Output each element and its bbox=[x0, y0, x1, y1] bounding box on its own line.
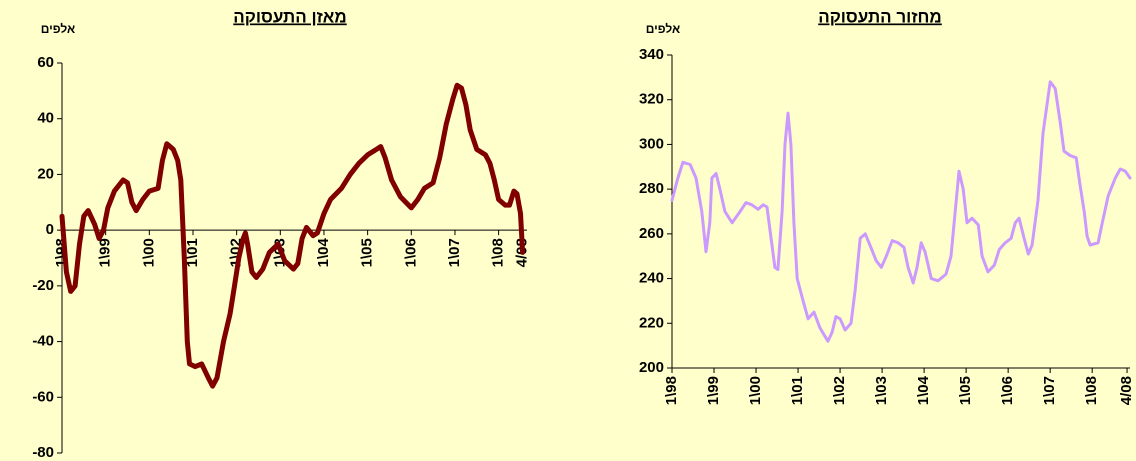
chart-title: מחזור התעסוקה bbox=[818, 7, 942, 26]
x-tick-label: 4/08 bbox=[1118, 376, 1135, 405]
y-tick-label: 320 bbox=[639, 91, 664, 108]
x-tick-label: 1\99 bbox=[97, 238, 114, 267]
unit-label: אלפים bbox=[646, 22, 680, 36]
x-tick-label: 1\01 bbox=[184, 238, 201, 267]
x-tick-label: 1\99 bbox=[705, 376, 722, 405]
x-tick-label: 1\05 bbox=[359, 238, 376, 267]
x-tick-label: 1\02 bbox=[831, 376, 848, 405]
x-tick-label: 1\00 bbox=[747, 376, 764, 405]
x-tick-label: 1\05 bbox=[957, 376, 974, 405]
x-tick-label: 1\01 bbox=[789, 376, 806, 405]
y-tick-label: 20 bbox=[37, 165, 54, 182]
x-tick-label: 1\06 bbox=[999, 376, 1016, 405]
y-tick-label: -80 bbox=[32, 444, 54, 461]
x-tick-label: 1\00 bbox=[140, 238, 157, 267]
x-tick-label: 1\98 bbox=[663, 376, 680, 405]
y-tick-label: 240 bbox=[639, 270, 664, 287]
y-tick-label: 300 bbox=[639, 135, 664, 152]
y-tick-label: 260 bbox=[639, 225, 664, 242]
x-tick-label: 1\04 bbox=[915, 375, 932, 405]
x-tick-label: 1\04 bbox=[315, 237, 332, 267]
y-tick-label: 60 bbox=[37, 54, 54, 71]
x-tick-label: 1\07 bbox=[1041, 376, 1058, 405]
data-line bbox=[670, 80, 1132, 343]
y-tick-label: 340 bbox=[639, 46, 664, 63]
y-tick-label: 280 bbox=[639, 180, 664, 197]
y-tick-label: -60 bbox=[32, 388, 54, 405]
y-tick-label: -40 bbox=[32, 333, 54, 350]
data-line bbox=[59, 82, 526, 389]
x-tick-label: 1\06 bbox=[402, 238, 419, 267]
y-tick-label: -20 bbox=[32, 277, 54, 294]
unit-label: אלפים bbox=[41, 22, 75, 36]
x-tick-label: 1\07 bbox=[446, 238, 463, 267]
x-tick-label: 1\08 bbox=[1083, 376, 1100, 405]
y-tick-label: 40 bbox=[37, 110, 54, 127]
x-tick-label: 1\03 bbox=[873, 376, 890, 405]
x-tick-label: 1\08 bbox=[490, 238, 507, 267]
y-tick-label: 220 bbox=[639, 314, 664, 331]
y-tick-label: 0 bbox=[46, 221, 54, 238]
chart-title: מאזן התעסוקה bbox=[233, 7, 346, 26]
y-tick-label: 200 bbox=[639, 359, 664, 376]
